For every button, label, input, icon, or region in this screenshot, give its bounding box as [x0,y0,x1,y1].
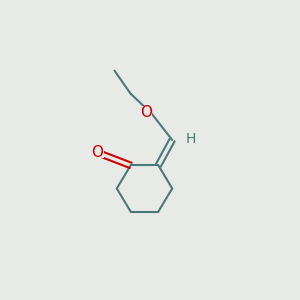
Text: O: O [140,105,152,120]
Bar [185,134,197,144]
Bar [91,147,103,158]
Bar [139,106,152,118]
Text: H: H [185,132,196,146]
Text: O: O [91,145,103,160]
